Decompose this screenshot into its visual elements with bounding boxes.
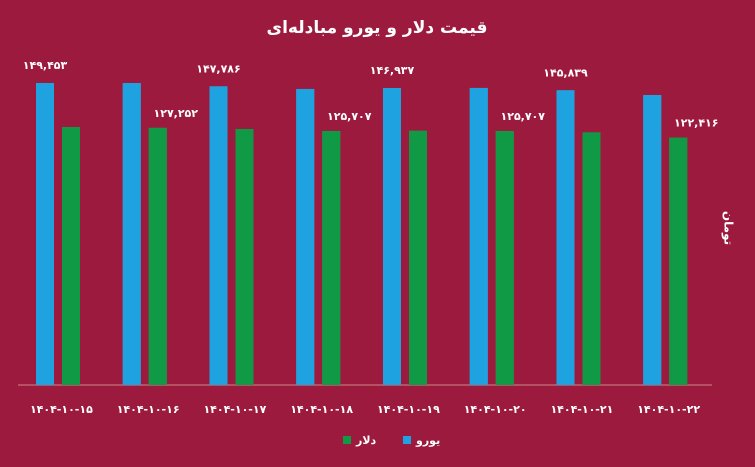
- chart-title: قیمت دلار و یورو مبادله‌ای: [267, 18, 488, 38]
- x-tick-label: ۱۴۰۴-۱۰-۲۱: [550, 403, 613, 416]
- legend-marker: [343, 436, 351, 444]
- x-tick-label: ۱۴۰۴-۱۰-۱۶: [117, 403, 180, 416]
- bar-shade: [582, 132, 601, 385]
- bar-shade: [36, 83, 54, 385]
- x-tick-label: ۱۴۰۴-۱۰-۱۹: [377, 403, 440, 416]
- x-tick-label: ۱۴۰۴-۱۰-۱۸: [290, 403, 353, 416]
- value-label: ۱۲۵,۷۰۷: [501, 110, 546, 123]
- x-tick-label: ۱۴۰۴-۱۰-۲۰: [464, 403, 527, 416]
- bar-shade: [322, 130, 341, 385]
- bar-shade: [296, 88, 315, 385]
- bar-shade: [409, 130, 427, 385]
- bar-shade: [122, 83, 141, 386]
- value-label: ۱۲۲,۴۱۶: [674, 117, 718, 130]
- x-tick-label: ۱۴۰۴-۱۰-۱۷: [203, 403, 266, 416]
- x-tick-label: ۱۴۰۴-۱۰-۱۵: [30, 403, 93, 416]
- bar-shade: [235, 128, 254, 385]
- bar-shade: [148, 127, 167, 386]
- legend-label: دلار: [355, 434, 377, 447]
- value-label: ۱۴۵,۸۳۹: [543, 66, 588, 79]
- value-label: ۱۴۷,۷۸۶: [196, 62, 240, 75]
- bar-shade: [62, 127, 80, 386]
- value-label: ۱۴۹,۴۵۳: [23, 59, 68, 72]
- bar-shade: [383, 88, 401, 386]
- value-label: ۱۲۵,۷۰۷: [327, 110, 372, 123]
- bar-shade: [669, 137, 688, 385]
- legend-label: یورو: [415, 434, 440, 447]
- x-tick-label: ۱۴۰۴-۱۰-۲۲: [637, 403, 700, 416]
- value-label: ۱۲۷,۲۵۲: [154, 107, 199, 120]
- bar-shade: [556, 90, 575, 385]
- y-axis-label: تومان: [721, 211, 736, 245]
- bar-shade: [495, 130, 514, 385]
- bar-shade: [209, 86, 228, 386]
- bar-shade: [643, 95, 662, 386]
- legend-marker: [403, 436, 411, 444]
- bar-shade: [469, 87, 488, 385]
- value-label: ۱۴۶,۹۳۷: [370, 64, 415, 77]
